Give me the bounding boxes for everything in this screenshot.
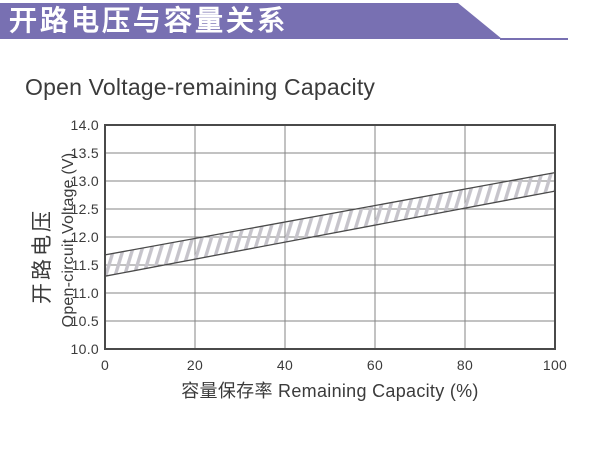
x-axis-label: 容量保存率 Remaining Capacity (%) [181, 381, 479, 401]
chart-title: Open Voltage-remaining Capacity [25, 74, 376, 100]
y-tick-label: 12.5 [70, 201, 99, 217]
page-title: 开路电压与容量关系 [9, 5, 289, 36]
y-tick-label: 11.5 [71, 257, 99, 273]
x-tick-label: 0 [100, 357, 110, 373]
y-axis-label-cn: 开路电压 [31, 208, 54, 304]
y-tick-label: 14.0 [70, 117, 99, 133]
y-tick-label: 13.0 [70, 173, 99, 189]
x-tick-label: 60 [366, 357, 384, 373]
x-tick-label: 100 [542, 357, 568, 373]
y-tick-label: 12.0 [70, 229, 99, 245]
header-underline [500, 38, 568, 40]
y-tick-label: 13.5 [70, 145, 99, 161]
y-tick-label: 10.5 [70, 313, 99, 329]
voltage-band-lower-line [104, 190, 556, 277]
voltage-band [105, 172, 555, 277]
plot-border [104, 124, 556, 350]
voltage-band-upper-line [104, 171, 556, 256]
x-tick-label: 20 [186, 357, 204, 373]
y-tick-label: 11.0 [71, 285, 99, 301]
x-tick-label: 40 [276, 357, 294, 373]
y-axis-label-en: Open-circuit Voltage (V) [60, 152, 77, 328]
x-tick-label: 80 [456, 357, 474, 373]
header-banner: 开路电压与容量关系 [0, 3, 502, 39]
y-tick-label: 10.0 [70, 341, 99, 357]
